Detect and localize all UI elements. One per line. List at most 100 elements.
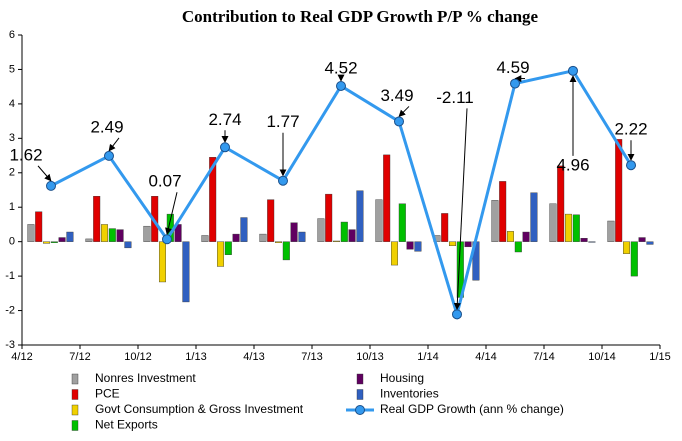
bar xyxy=(348,229,356,242)
legend-label: PCE xyxy=(95,387,120,401)
y-tick-label: -3 xyxy=(5,339,15,351)
legend-label: Nonres Investment xyxy=(95,371,196,385)
annotation-arrow xyxy=(453,108,468,311)
bar xyxy=(391,241,399,266)
data-label: -2.11 xyxy=(436,88,474,107)
bar xyxy=(201,235,209,242)
x-tick-label: 7/12 xyxy=(69,351,90,363)
legend-swatch xyxy=(71,373,79,385)
legend-label: Inventories xyxy=(380,387,439,401)
bar xyxy=(259,233,267,242)
y-tick-label: 6 xyxy=(9,29,15,41)
legend-swatch xyxy=(71,404,79,416)
bar xyxy=(588,241,596,243)
bar xyxy=(100,224,108,242)
bar xyxy=(449,241,457,247)
annotation-arrow xyxy=(108,137,120,152)
bar xyxy=(116,229,124,242)
bar xyxy=(383,154,391,242)
line-point xyxy=(104,150,114,161)
bar xyxy=(499,181,507,242)
bar xyxy=(27,224,35,242)
y-tick-label: 2 xyxy=(9,167,15,179)
x-tick-label: 1/15 xyxy=(649,351,670,363)
x-tick-label: 7/14 xyxy=(533,351,554,363)
bar xyxy=(530,192,538,242)
bar xyxy=(35,211,43,242)
bar xyxy=(514,241,522,253)
bar xyxy=(615,139,623,242)
bar xyxy=(216,241,224,267)
line-point xyxy=(452,309,462,320)
bar xyxy=(275,241,283,243)
annotation-arrow xyxy=(37,165,52,182)
bar xyxy=(607,220,615,242)
bar xyxy=(406,241,414,250)
x-tick-label: 4/13 xyxy=(243,351,264,363)
bar xyxy=(340,221,348,242)
bar xyxy=(623,241,631,254)
x-tick-label: 7/13 xyxy=(301,351,322,363)
bar xyxy=(522,231,530,242)
bar xyxy=(317,218,325,242)
bar xyxy=(507,231,515,242)
y-tick-label: -1 xyxy=(5,270,15,282)
bar xyxy=(491,200,499,242)
y-tick-label: -2 xyxy=(5,304,15,316)
legend-swatch xyxy=(71,420,79,431)
bar xyxy=(108,228,116,242)
bar xyxy=(630,241,638,277)
data-label: 4.59 xyxy=(496,58,529,77)
x-tick-label: 10/14 xyxy=(588,351,616,363)
bar xyxy=(43,241,51,244)
line xyxy=(50,69,633,320)
bar xyxy=(638,237,646,242)
legend-swatch xyxy=(71,389,79,400)
bar xyxy=(441,213,449,242)
data-label: 3.49 xyxy=(380,86,413,105)
x-tick-label: 1/13 xyxy=(185,351,206,363)
bar xyxy=(572,214,580,242)
chart-title: Contribution to Real GDP Growth P/P % ch… xyxy=(182,7,539,26)
bar xyxy=(356,190,364,242)
data-label: 0.07 xyxy=(148,172,181,191)
bar xyxy=(398,203,406,242)
bar xyxy=(232,233,240,242)
bar xyxy=(267,199,275,242)
data-label: 1.77 xyxy=(266,112,299,131)
y-tick-label: 1 xyxy=(9,201,15,213)
y-tick-label: 0 xyxy=(9,236,15,248)
bar xyxy=(565,213,573,242)
data-label: 2.22 xyxy=(614,120,647,139)
bar xyxy=(240,217,248,242)
line-point xyxy=(394,116,404,127)
bar xyxy=(58,237,66,242)
bar xyxy=(290,222,298,242)
legend-swatch xyxy=(356,389,364,400)
legend-label: Govt Consumption & Gross Investment xyxy=(95,402,304,416)
line-point xyxy=(568,65,578,76)
bar xyxy=(549,203,557,242)
bar xyxy=(50,241,58,243)
line-point xyxy=(46,180,56,191)
line-point xyxy=(162,234,172,245)
bar xyxy=(209,157,217,242)
bar xyxy=(66,231,74,242)
bar xyxy=(85,238,93,242)
bar xyxy=(143,225,151,242)
bar xyxy=(124,241,132,249)
x-tick-label: 4/12 xyxy=(11,351,32,363)
x-tick-label: 1/14 xyxy=(417,351,438,363)
data-label: 4.52 xyxy=(324,58,357,77)
legend-label: Net Exports xyxy=(95,418,158,432)
bar xyxy=(224,241,232,255)
bar xyxy=(557,165,565,242)
legend-label: Real GDP Growth (ann % change) xyxy=(380,402,564,416)
y-tick-label: 4 xyxy=(9,98,15,110)
x-tick-label: 4/14 xyxy=(475,351,496,363)
bar xyxy=(646,241,654,245)
line-point xyxy=(278,175,288,186)
bar xyxy=(298,231,306,242)
data-label: 1.62 xyxy=(9,145,42,164)
